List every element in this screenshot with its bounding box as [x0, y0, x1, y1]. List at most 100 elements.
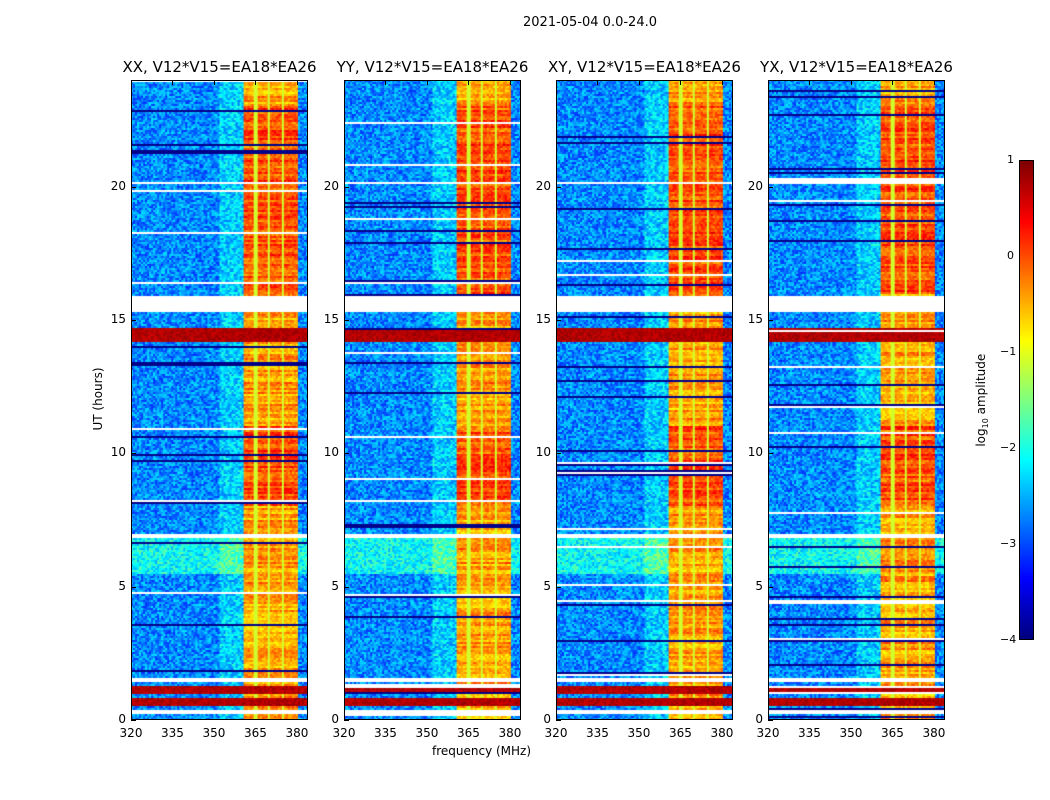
x-tick	[556, 80, 557, 85]
x-tick	[638, 80, 640, 85]
panel-title: XX, V12*V15=EA18*EA26	[122, 58, 317, 76]
y-tick-label: 0	[118, 712, 126, 726]
y-tick-label: 0	[755, 712, 763, 726]
y-tick	[131, 453, 136, 455]
heatmap-panel-2: YY, V12*V15=EA18*EA26 320 335 350 365 380 0 5 1…	[324, 58, 529, 740]
x-axis-label: frequency (MHz)	[432, 744, 532, 758]
heatmap-panel-1: XX, V12*V15=EA18*EA26 320 335 350 365 380 0 5 1…	[111, 58, 317, 740]
figure-title: 2021-05-04 0.0-24.0	[523, 15, 657, 30]
x-tick-label: 365	[881, 726, 904, 740]
y-tick	[131, 186, 136, 188]
y-tick	[131, 720, 136, 721]
y-tick	[768, 320, 773, 321]
y-tick-label: 20	[747, 178, 763, 193]
y-tick	[556, 453, 561, 455]
colorbar-tick-label: −1	[1000, 345, 1017, 358]
y-tick-label: 20	[110, 178, 126, 193]
colorbar-tick-label: 1	[1007, 153, 1014, 166]
x-tick-label: 320	[119, 726, 143, 740]
y-tick-label: 0	[331, 712, 339, 726]
x-tick-label: 335	[586, 726, 609, 740]
y-tick-label: 5	[755, 578, 763, 593]
y-tick-label: 10	[747, 445, 763, 460]
x-tick-label: 365	[669, 726, 692, 740]
x-tick	[850, 80, 852, 85]
y-tick-label: 5	[118, 578, 126, 593]
x-tick-label: 320	[756, 726, 780, 740]
panel-title: YX, V12*V15=EA18*EA26	[760, 58, 953, 76]
x-tick	[255, 80, 257, 85]
x-tick	[426, 80, 428, 85]
y-tick	[768, 720, 773, 721]
x-tick	[344, 80, 345, 85]
y-tick	[556, 720, 561, 721]
colorbar	[1019, 160, 1034, 640]
x-tick	[933, 80, 935, 85]
y-tick	[768, 586, 773, 588]
y-tick	[556, 186, 561, 188]
colorbar-tick-label: 0	[1007, 249, 1014, 262]
y-tick-label: 15	[535, 312, 551, 326]
x-tick-label: 320	[332, 726, 356, 740]
x-tick	[131, 80, 132, 85]
y-tick-label: 0	[543, 712, 551, 726]
y-tick-label: 20	[535, 178, 551, 193]
heatmap-panel-4: YX, V12*V15=EA18*EA26 320 335 350 365 380 0 5 1…	[748, 58, 953, 740]
y-tick	[344, 453, 349, 455]
y-tick	[344, 586, 349, 588]
x-tick-label: 350	[627, 726, 651, 740]
x-tick	[597, 80, 599, 85]
y-tick-label: 10	[110, 445, 126, 460]
y-tick-label: 10	[535, 445, 551, 460]
y-tick-label: 5	[331, 578, 339, 593]
y-tick-label: 5	[543, 578, 551, 593]
x-tick-label: 380	[922, 726, 946, 740]
x-tick-label: 380	[285, 726, 309, 740]
x-tick	[768, 80, 769, 85]
panel-title: YY, V12*V15=EA18*EA26	[336, 58, 529, 76]
x-tick	[213, 80, 215, 85]
x-tick-label: 365	[457, 726, 480, 740]
y-tick-label: 15	[110, 312, 126, 326]
x-tick-label: 365	[244, 726, 267, 740]
y-tick	[344, 320, 349, 321]
x-tick-label: 350	[202, 726, 226, 740]
x-tick-label: 335	[374, 726, 397, 740]
x-tick-label: 320	[544, 726, 568, 740]
y-tick	[344, 720, 349, 721]
x-tick	[680, 80, 682, 85]
colorbar-tick-label: −2	[1000, 441, 1017, 454]
colorbar-label: log10 amplitude	[973, 353, 991, 447]
heatmap-canvas	[344, 80, 521, 720]
y-tick	[131, 320, 136, 321]
y-tick	[131, 586, 136, 588]
x-tick	[296, 80, 298, 85]
x-tick-label: 380	[710, 726, 734, 740]
x-tick	[385, 80, 387, 85]
colorbar-tick-label: −4	[1000, 633, 1017, 646]
y-tick-label: 15	[323, 312, 339, 326]
y-tick	[556, 586, 561, 588]
heatmap-panel-3: XY, V12*V15=EA18*EA26 320 335 350 365 380 0 5 1…	[536, 58, 741, 740]
x-tick	[721, 80, 723, 85]
y-tick-label: 15	[747, 312, 763, 326]
panel-title: XY, V12*V15=EA18*EA26	[548, 58, 741, 76]
y-tick-label: 20	[323, 178, 339, 193]
heatmap-canvas	[131, 80, 308, 720]
x-tick	[468, 80, 470, 85]
y-axis-label: UT (hours)	[91, 367, 105, 431]
x-tick-label: 350	[839, 726, 863, 740]
x-tick	[172, 80, 174, 85]
x-tick-label: 350	[415, 726, 439, 740]
y-tick	[344, 186, 349, 188]
y-tick	[556, 320, 561, 321]
x-tick	[509, 80, 511, 85]
y-tick	[768, 186, 773, 188]
x-tick	[892, 80, 894, 85]
x-tick-label: 335	[161, 726, 184, 740]
x-tick	[809, 80, 811, 85]
colorbar-tick-label: −3	[1000, 537, 1017, 550]
y-tick-label: 10	[323, 445, 339, 460]
heatmap-canvas	[768, 80, 945, 720]
